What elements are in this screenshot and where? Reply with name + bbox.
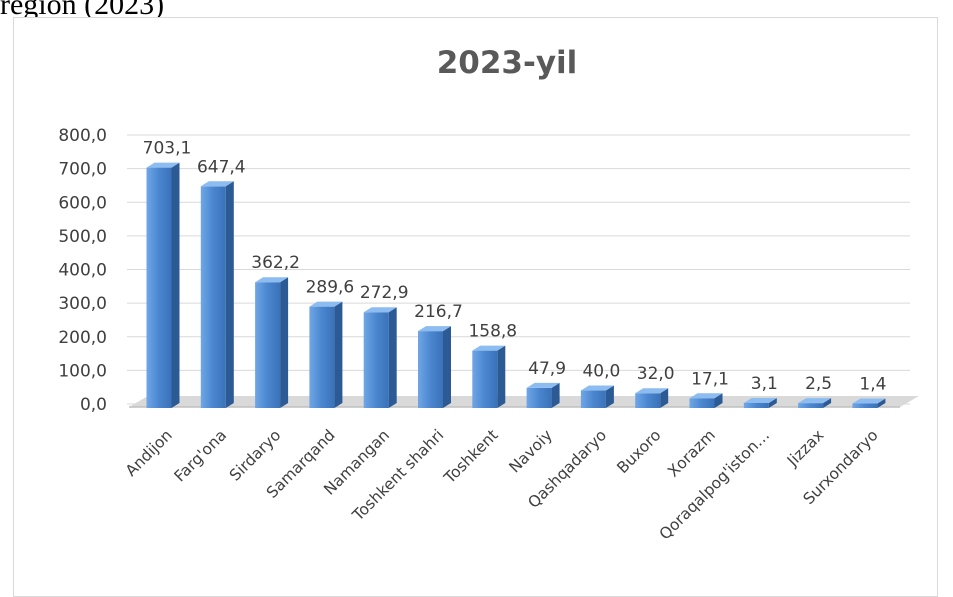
- data-label: 2,5: [805, 374, 832, 394]
- bar-front: [743, 402, 769, 408]
- bar-front: [309, 306, 335, 408]
- bar: [635, 388, 669, 408]
- data-label: 32,0: [637, 364, 675, 384]
- bar: [689, 393, 723, 408]
- bar-top: [472, 345, 506, 351]
- bar: [472, 345, 506, 408]
- data-label: 1,4: [859, 375, 886, 395]
- bar-side: [877, 398, 886, 408]
- data-label: 17,1: [691, 369, 729, 389]
- bar: [418, 326, 451, 408]
- bar-side: [823, 398, 832, 408]
- data-label: 3,1: [751, 374, 778, 394]
- x-axis-categories: AndijonFarg'onaSirdaryoSamarqandNamangan…: [122, 426, 882, 543]
- bar: [363, 307, 397, 408]
- cropped-heading-text: region (2023): [0, 0, 165, 21]
- data-label: 158,8: [468, 322, 517, 342]
- bar: [852, 398, 886, 408]
- y-tick-label: 600,0: [58, 193, 107, 213]
- bar-front: [363, 312, 389, 408]
- bar-front: [255, 282, 281, 408]
- category-label: Navoiy: [506, 426, 556, 476]
- bar-top: [255, 277, 289, 283]
- data-label: 40,0: [582, 362, 620, 382]
- y-tick-label: 400,0: [58, 261, 107, 281]
- y-tick-label: 0,0: [80, 395, 107, 415]
- chart-title: 2023-yil: [437, 45, 578, 81]
- bar-side: [280, 277, 289, 408]
- bar-side: [334, 301, 343, 408]
- bar-top: [743, 397, 777, 403]
- data-label: 647,4: [197, 157, 246, 177]
- bar: [798, 398, 832, 408]
- bar-side: [443, 326, 451, 408]
- bar-side: [171, 162, 180, 408]
- bar-front: [798, 403, 824, 408]
- category-label: Andijon: [122, 426, 176, 480]
- bar-front: [146, 167, 172, 408]
- gridlines: [127, 134, 910, 405]
- bar-side: [714, 393, 723, 408]
- bar-front: [580, 390, 606, 408]
- category-label: Toshkent shahri: [348, 426, 447, 525]
- bar-side: [605, 385, 614, 408]
- y-tick-label: 500,0: [58, 227, 107, 247]
- bar-top: [580, 385, 614, 391]
- category-label: Qoraqalpog'iston…: [656, 426, 773, 543]
- data-label: 216,7: [414, 302, 463, 322]
- bar-front: [689, 398, 715, 408]
- bar-front: [635, 393, 661, 408]
- bar-top: [363, 307, 397, 313]
- category-label: Xorazm: [664, 426, 719, 481]
- y-tick-label: 100,0: [58, 361, 107, 381]
- bar-top: [798, 398, 832, 404]
- bar-chart: 2023-yil 0,0 100,0 200,0 300,0 400,0 500,0 600…: [58, 45, 919, 543]
- bar-side: [660, 388, 669, 408]
- bar: [309, 301, 343, 408]
- bar-top: [309, 301, 343, 307]
- bar-front: [418, 331, 443, 408]
- bar: [200, 181, 234, 408]
- bar-side: [497, 345, 506, 408]
- bar-top: [418, 326, 451, 332]
- y-tick-label: 800,0: [58, 126, 107, 146]
- bars: [146, 162, 886, 408]
- bar-top: [526, 382, 560, 388]
- bar-side: [551, 382, 560, 408]
- bar-top: [635, 388, 669, 394]
- bar: [743, 397, 777, 408]
- bar-front: [852, 403, 878, 408]
- bar-side: [768, 397, 777, 408]
- bar-front: [200, 186, 226, 408]
- bar: [526, 382, 560, 408]
- bar-top: [689, 393, 723, 399]
- data-label: 47,9: [528, 359, 566, 379]
- y-axis-ticks: 0,0 100,0 200,0 300,0 400,0 500,0 600,0 700,0 80…: [58, 126, 107, 415]
- bar-top: [200, 181, 234, 187]
- y-tick-label: 700,0: [58, 160, 107, 180]
- category-label: Buxoro: [614, 426, 665, 477]
- y-tick-label: 300,0: [58, 294, 107, 314]
- bar: [146, 162, 180, 408]
- data-label: 362,2: [251, 253, 300, 273]
- category-label: Farg'ona: [171, 426, 230, 485]
- bar-front: [472, 350, 498, 408]
- data-label: 703,1: [143, 139, 192, 159]
- bar-side: [388, 307, 397, 408]
- data-label: 272,9: [360, 283, 409, 303]
- bar-top: [852, 398, 886, 404]
- bar-top: [146, 162, 180, 168]
- bar-side: [225, 181, 234, 408]
- bar-front: [526, 387, 552, 408]
- data-label: 289,6: [306, 278, 355, 298]
- bar: [255, 277, 289, 408]
- y-tick-label: 200,0: [58, 328, 107, 348]
- category-label: Jizzax: [783, 426, 827, 470]
- bar: [580, 385, 614, 408]
- category-label: Toshkent: [440, 426, 502, 488]
